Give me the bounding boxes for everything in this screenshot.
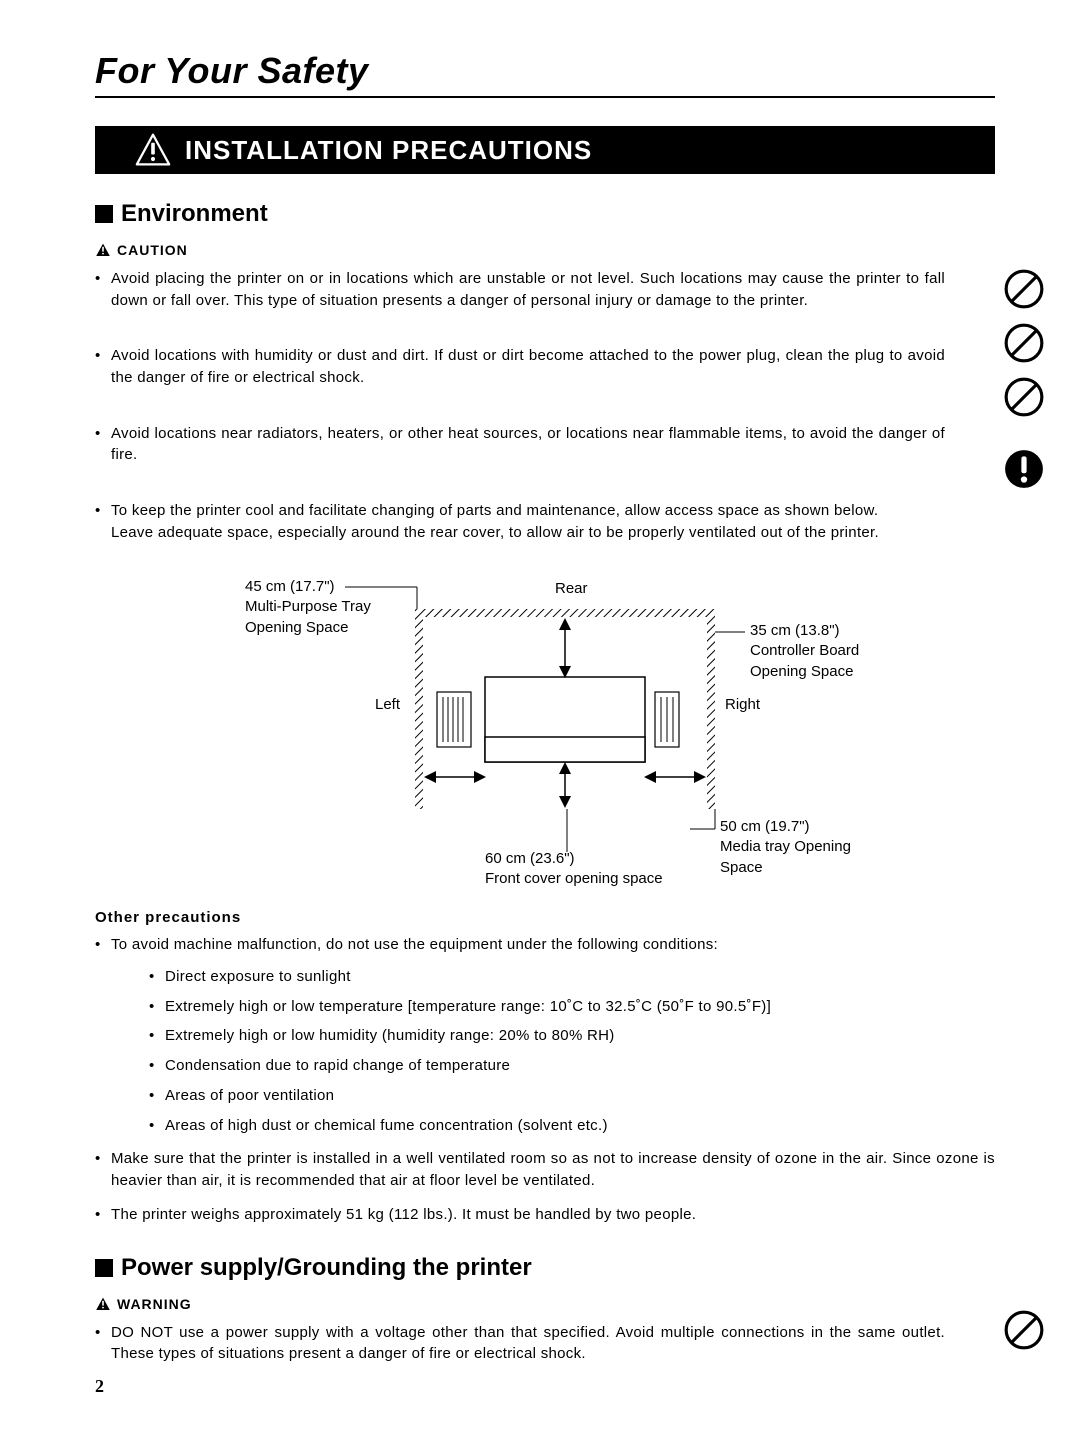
diagram-label-right-top: 35 cm (13.8") Controller Board Opening S… <box>750 621 859 682</box>
bullet-item: To avoid machine malfunction, do not use… <box>95 934 995 1136</box>
caution-triangle-icon <box>95 242 111 258</box>
warning-bullet-list: DO NOT use a power supply with a voltage… <box>95 1322 995 1387</box>
diagram-label-front: Front cover opening space <box>485 869 663 889</box>
side-icon-column <box>1003 268 1045 490</box>
prohibit-icon <box>1003 1309 1045 1351</box>
banner-text: INSTALLATION PRECAUTIONS <box>185 135 592 166</box>
diagram-label-right-bottom: 50 cm (19.7") Media tray Opening Space <box>720 817 851 878</box>
heading-text: Environment <box>121 200 268 228</box>
environment-heading: Environment <box>95 200 995 228</box>
diagram-label-left-top: 45 cm (17.7") Multi-Purpose Tray Opening… <box>245 577 371 638</box>
square-bullet-icon <box>95 205 113 223</box>
bullet-item: The printer weighs approximately 51 kg (… <box>95 1204 995 1226</box>
square-bullet-icon <box>95 1259 113 1277</box>
caution-text: CAUTION <box>117 242 188 258</box>
other-bullet-list: To avoid machine malfunction, do not use… <box>95 934 995 1226</box>
prohibit-icon <box>1003 322 1045 364</box>
caution-bullet-list: Avoid placing the printer on or in locat… <box>95 268 995 565</box>
bullet-item: Avoid locations near radiators, heaters,… <box>95 423 945 488</box>
heading-text: Power supply/Grounding the printer <box>121 1254 532 1282</box>
list-item: Direct exposure to sunlight <box>149 966 995 988</box>
list-item: Extremely high or low humidity (humidity… <box>149 1025 995 1047</box>
diagram-label-right: Right <box>725 695 760 715</box>
page-number: 2 <box>95 1376 104 1397</box>
bullet-text: Avoid placing the printer on or in locat… <box>111 270 945 309</box>
other-precautions-heading: Other precautions <box>95 909 995 926</box>
bullet-item: Avoid locations with humidity or dust an… <box>95 345 945 410</box>
list-item: Extremely high or low temperature [tempe… <box>149 996 995 1018</box>
list-item: Areas of poor ventilation <box>149 1085 995 1107</box>
prohibit-icon <box>1003 268 1045 310</box>
warning-text: WARNING <box>117 1296 192 1312</box>
warning-label: WARNING <box>95 1296 995 1312</box>
power-heading: Power supply/Grounding the printer <box>95 1254 995 1282</box>
page-title: For Your Safety <box>95 50 995 98</box>
prohibit-icon <box>1003 376 1045 418</box>
list-item: Condensation due to rapid change of temp… <box>149 1055 995 1077</box>
bullet-item: Make sure that the printer is installed … <box>95 1148 995 1192</box>
bullet-item: Avoid placing the printer on or in locat… <box>95 268 945 333</box>
bullet-text: To keep the printer cool and facilitate … <box>111 502 878 519</box>
mandatory-icon <box>1003 448 1045 490</box>
caution-label: CAUTION <box>95 242 995 258</box>
bullet-text: Avoid locations near radiators, heaters,… <box>111 425 945 464</box>
bullet-text: DO NOT use a power supply with a voltage… <box>111 1324 945 1363</box>
bullet-text: Avoid locations with humidity or dust an… <box>111 347 945 386</box>
bullet-item: DO NOT use a power supply with a voltage… <box>95 1322 945 1387</box>
bullet-text: To avoid machine malfunction, do not use… <box>111 936 718 953</box>
warning-triangle-icon <box>135 132 171 168</box>
bullet-item: To keep the printer cool and facilitate … <box>95 500 945 565</box>
bullet-text: Leave adequate space, especially around … <box>111 524 879 541</box>
conditions-list: Direct exposure to sunlight Extremely hi… <box>111 966 995 1137</box>
diagram-label-left: Left <box>375 695 400 715</box>
diagram-label-front-dim: 60 cm (23.6") <box>485 849 575 869</box>
list-item: Areas of high dust or chemical fume conc… <box>149 1115 995 1137</box>
section-banner: INSTALLATION PRECAUTIONS <box>95 126 995 174</box>
clearance-diagram: 45 cm (17.7") Multi-Purpose Tray Opening… <box>185 577 905 897</box>
warning-triangle-icon <box>95 1296 111 1312</box>
diagram-label-rear: Rear <box>555 579 588 599</box>
